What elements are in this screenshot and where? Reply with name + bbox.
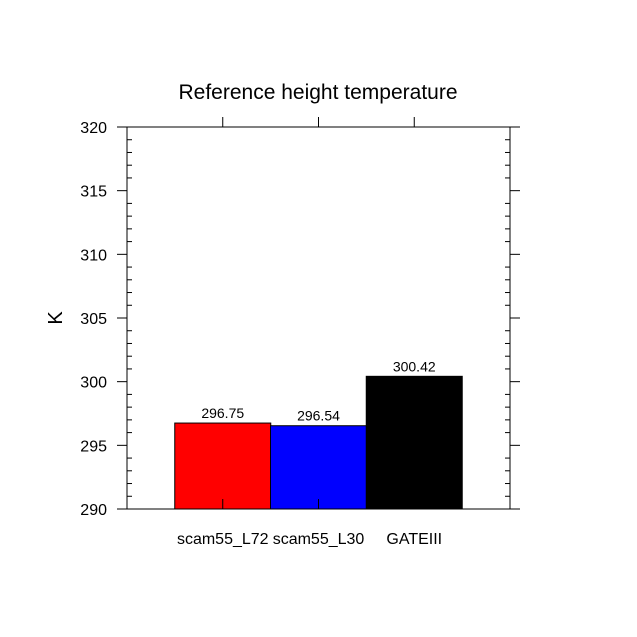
y-tick-label-6: 315: [80, 184, 107, 201]
y-tick-label-2: 295: [80, 438, 107, 455]
y-tick-label-5: 310: [80, 247, 107, 264]
y-tick-label-4: 305: [80, 311, 107, 328]
plot-frame: [126, 126, 511, 510]
y-tick-label-1: 290: [80, 502, 107, 519]
value-label-2: 296.54: [297, 408, 340, 424]
x-tick-labels: scam55_L72 scam55_L30 GATEIII: [177, 531, 442, 548]
bars: [174, 375, 463, 510]
x-tick-label-1: scam55_L72: [177, 531, 269, 548]
y-tick-labels: 290 295 300 305 310 315 320: [80, 120, 107, 519]
value-label-3: 300.42: [393, 358, 436, 374]
bar-1: [174, 422, 272, 510]
y-tick-label-7: 320: [80, 120, 107, 137]
chart-title: Reference height temperature: [179, 81, 458, 104]
value-label-1: 296.75: [201, 405, 244, 421]
value-labels: 296.75 296.54 300.42: [201, 358, 436, 423]
bar-2: [270, 425, 367, 510]
x-tick-label-2: scam55_L30: [273, 531, 365, 548]
bar-3: [365, 375, 463, 510]
axis-ticks: [117, 117, 520, 510]
y-axis-label: K: [45, 311, 67, 325]
x-tick-label-3: GATEIII: [386, 531, 442, 548]
y-tick-label-3: 300: [80, 375, 107, 392]
